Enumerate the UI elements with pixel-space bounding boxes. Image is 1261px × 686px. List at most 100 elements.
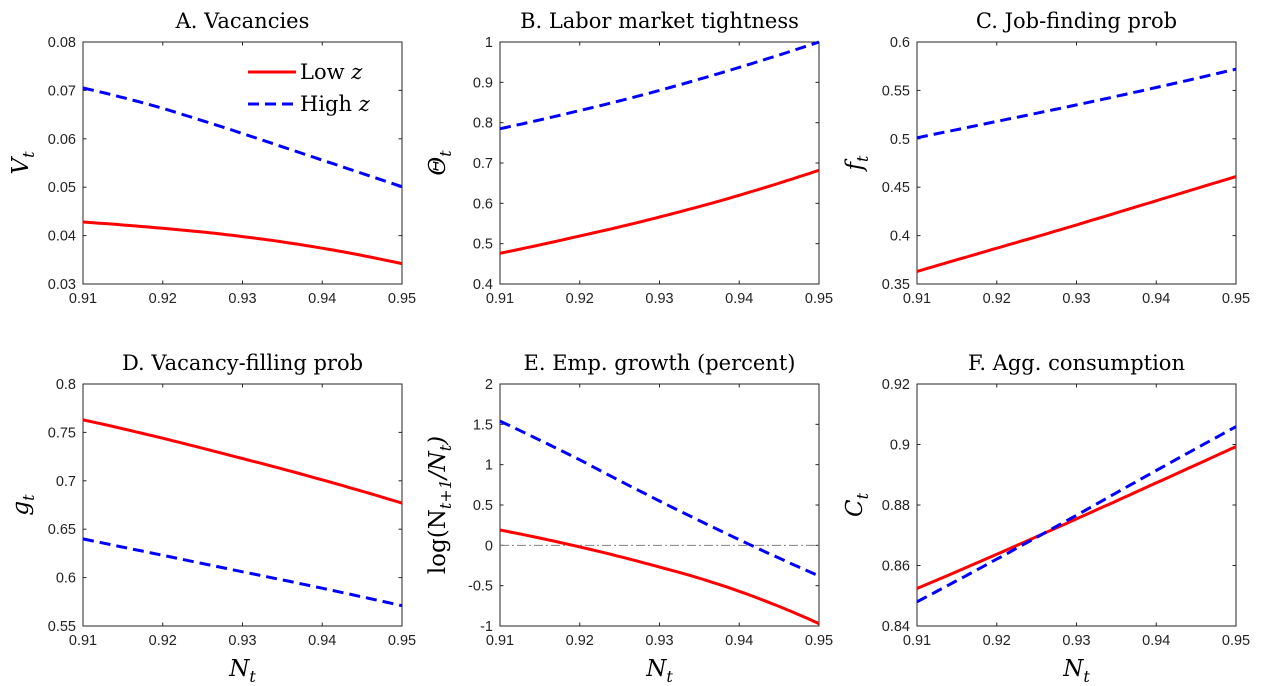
y-tick-label: 0.07 <box>48 83 76 99</box>
y-tick-label: 1 <box>485 35 493 51</box>
plot-area <box>82 41 403 285</box>
y-axis-label: log(Nt+1/Nt) <box>425 436 455 574</box>
y-tick-label: 0.7 <box>56 474 76 490</box>
chart-panel-4: D. Vacancy-filling prob 0.91 0.92 0.93 0.94 0… <box>8 351 416 686</box>
y-tick-label: -1 <box>480 619 493 635</box>
y-tick-label: 0.9 <box>890 438 910 454</box>
chart-title: E. Emp. growth (percent) <box>524 351 796 375</box>
x-tick-label: 0.94 <box>725 633 753 649</box>
y-tick-label: 0.6 <box>890 35 910 51</box>
x-tick-label: 0.92 <box>149 633 177 649</box>
x-tick-label: 0.91 <box>486 291 514 307</box>
y-tick-label: 0.08 <box>48 35 76 51</box>
y-tick-label: -0.5 <box>468 579 493 595</box>
chart-panel-6: F. Agg. consumption 0.91 0.92 0.93 0.94 0.95 0… <box>842 351 1250 686</box>
y-tick-label: 0.55 <box>882 83 910 99</box>
chart-panel-5: E. Emp. growth (percent) 0.91 0.92 0.93 0.94… <box>425 351 833 686</box>
y-tick-label: 0.6 <box>473 196 493 212</box>
x-tick-label: 0.91 <box>486 633 514 649</box>
y-tick-label: 1.5 <box>473 417 493 433</box>
y-tick-label: 1 <box>485 458 493 474</box>
x-tick-label: 0.93 <box>1062 633 1090 649</box>
plot-area <box>499 41 820 285</box>
series-line-low-z <box>82 418 403 505</box>
x-tick-label: 0.92 <box>983 291 1011 307</box>
series-line-high-z <box>916 67 1237 140</box>
y-tick-label: 0.6 <box>56 571 76 587</box>
x-tick-label: 0.92 <box>149 291 177 307</box>
series-line-high-z <box>82 86 403 189</box>
x-tick-label: 0.91 <box>69 291 97 307</box>
y-tick-label: 0.05 <box>48 180 76 196</box>
x-tick-label: 0.94 <box>725 291 753 307</box>
y-axis-label: gt <box>8 494 38 516</box>
x-tick-label: 0.93 <box>645 633 673 649</box>
y-tick-label: 0.92 <box>882 377 910 393</box>
x-axis-label: Nt <box>645 656 673 686</box>
y-tick-label: 0.06 <box>48 132 76 148</box>
series-line-low-z <box>499 528 820 625</box>
series-line-low-z <box>916 445 1237 590</box>
x-axis-label: Nt <box>228 656 256 686</box>
y-tick-label: 0.4 <box>473 277 493 293</box>
x-tick-label: 0.95 <box>1222 291 1250 307</box>
y-tick-label: 2 <box>485 377 493 393</box>
x-tick-label: 0.91 <box>69 633 97 649</box>
y-tick-label: 0.8 <box>473 116 493 132</box>
series-line-high-z <box>916 425 1237 604</box>
y-tick-label: 0.5 <box>473 237 493 253</box>
plot-area <box>916 383 1237 627</box>
plot-area <box>499 383 820 627</box>
legend-label: Low z <box>300 60 363 84</box>
y-tick-label: 0.45 <box>882 180 910 196</box>
y-tick-label: 0.5 <box>473 498 493 514</box>
x-tick-label: 0.93 <box>228 633 256 649</box>
y-tick-label: 0.8 <box>56 377 76 393</box>
plot-area <box>82 383 403 627</box>
series-line-low-z <box>916 175 1237 273</box>
plot-area <box>916 41 1237 285</box>
series-line-high-z <box>82 537 403 608</box>
x-tick-label: 0.94 <box>308 291 336 307</box>
x-tick-label: 0.92 <box>566 291 594 307</box>
series-line-high-z <box>499 419 820 578</box>
chart-title: D. Vacancy-filling prob <box>122 351 363 375</box>
y-axis-label: Vt <box>8 151 38 175</box>
y-tick-label: 0 <box>485 538 493 554</box>
x-tick-label: 0.93 <box>1062 291 1090 307</box>
series-line-low-z <box>499 168 820 255</box>
x-tick-label: 0.94 <box>1142 633 1170 649</box>
x-tick-label: 0.94 <box>1142 291 1170 307</box>
y-tick-label: 0.65 <box>48 522 76 538</box>
y-tick-label: 0.03 <box>48 277 76 293</box>
y-tick-label: 0.86 <box>882 559 910 575</box>
y-tick-label: 0.9 <box>473 75 493 91</box>
series-line-high-z <box>499 40 820 131</box>
x-tick-label: 0.93 <box>228 291 256 307</box>
chart-title: F. Agg. consumption <box>968 351 1185 375</box>
y-tick-label: 0.4 <box>890 229 910 245</box>
y-tick-label: 0.04 <box>48 229 76 245</box>
x-tick-label: 0.94 <box>308 633 336 649</box>
legend-label: High z <box>300 92 371 116</box>
y-tick-label: 0.7 <box>473 156 493 172</box>
y-tick-label: 0.55 <box>48 619 76 635</box>
x-tick-label: 0.91 <box>903 633 931 649</box>
x-tick-label: 0.95 <box>388 633 416 649</box>
x-tick-label: 0.93 <box>645 291 673 307</box>
y-tick-label: 0.75 <box>48 425 76 441</box>
y-tick-label: 0.84 <box>882 619 910 635</box>
x-axis-label: Nt <box>1062 656 1090 686</box>
x-tick-label: 0.92 <box>983 633 1011 649</box>
chart-panel-1: A. Vacancies 0.91 0.92 0.93 0.94 0.95 0.03 0.04… <box>8 9 416 307</box>
y-tick-label: 0.35 <box>882 277 910 293</box>
chart-title: B. Labor market tightness <box>520 9 799 33</box>
y-axis-label: ft <box>842 155 872 173</box>
chart-title: C. Job-finding prob <box>976 9 1177 33</box>
y-axis-label: Ct <box>842 492 872 517</box>
x-tick-label: 0.95 <box>388 291 416 307</box>
chart-panel-3: C. Job-finding prob 0.91 0.92 0.93 0.94 0.95 0… <box>842 9 1250 307</box>
series-line-low-z <box>82 220 403 266</box>
